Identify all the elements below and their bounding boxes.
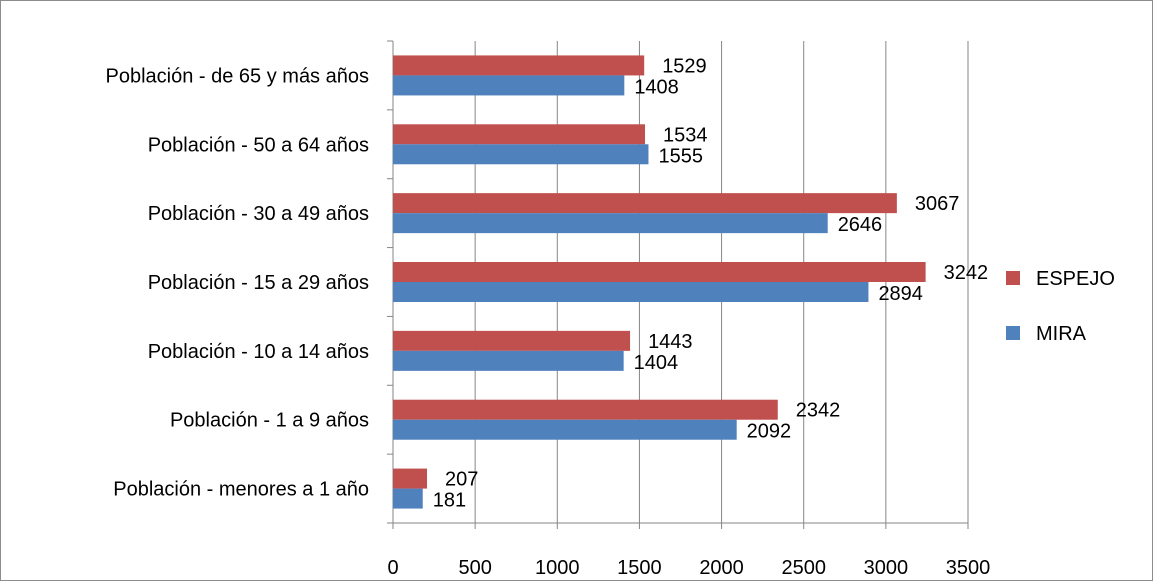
bar-espejo: [393, 399, 778, 420]
legend-label-mira: MIRA: [1036, 323, 1087, 345]
bars: [393, 55, 926, 509]
category-label: Población - 30 a 49 años: [148, 203, 369, 225]
data-label-mira: 2092: [747, 421, 792, 443]
x-tick-label: 2500: [781, 557, 826, 579]
bar-mira: [393, 144, 649, 165]
data-label-mira: 1404: [634, 352, 679, 374]
bar-mira: [393, 488, 423, 509]
category-label: Población - 15 a 29 años: [148, 272, 369, 294]
legend: ESPEJO MIRA: [1006, 268, 1115, 345]
x-tick-label: 0: [387, 557, 398, 579]
legend-swatch-espejo: [1006, 271, 1020, 285]
data-label-mira: 181: [433, 490, 466, 512]
bar-mira: [393, 75, 625, 96]
category-label: Población - 50 a 64 años: [148, 134, 369, 156]
x-tick-label: 2000: [699, 557, 744, 579]
data-label-mira: 1555: [658, 145, 703, 167]
bar-mira: [393, 213, 828, 234]
category-label: Población - 10 a 14 años: [148, 341, 369, 363]
bar-mira: [393, 282, 869, 302]
data-label-espejo: 2342: [796, 400, 841, 422]
data-label-mira: 2646: [838, 214, 883, 236]
x-tick-label: 500: [458, 557, 491, 579]
bar-mira: [393, 419, 737, 440]
bar-espejo: [393, 55, 645, 76]
bar-espejo: [393, 468, 428, 489]
data-label-mira: 1408: [634, 76, 679, 98]
data-label-espejo: 3242: [944, 262, 989, 284]
category-label: Población - de 65 y más años: [106, 65, 370, 87]
x-tick-label: 3000: [864, 557, 909, 579]
category-label: Población - menores a 1 año: [113, 479, 369, 501]
bar-espejo: [393, 262, 926, 282]
data-label-espejo: 1443: [648, 331, 693, 353]
bar-espejo: [393, 193, 897, 214]
category-label: Población - 1 a 9 años: [170, 410, 369, 432]
data-label-espejo: 1529: [662, 55, 707, 77]
x-tick-labels: 0 500 1000 1500 2000 2500 3000 3500: [387, 557, 990, 579]
data-label-espejo: 207: [445, 469, 478, 491]
x-tick-label: 3500: [946, 557, 991, 579]
x-tick-label: 1500: [617, 557, 662, 579]
legend-label-espejo: ESPEJO: [1036, 268, 1115, 290]
category-labels: Población - menores a 1 año Población - 1…: [106, 65, 370, 500]
bar-espejo: [393, 330, 631, 351]
bar-espejo: [393, 124, 646, 145]
data-label-espejo: 1534: [663, 124, 708, 146]
data-label-espejo: 3067: [915, 193, 960, 215]
data-label-mira: 2894: [878, 283, 923, 305]
bar-mira: [393, 350, 624, 371]
x-tick-label: 1000: [535, 557, 580, 579]
legend-swatch-mira: [1006, 326, 1020, 340]
